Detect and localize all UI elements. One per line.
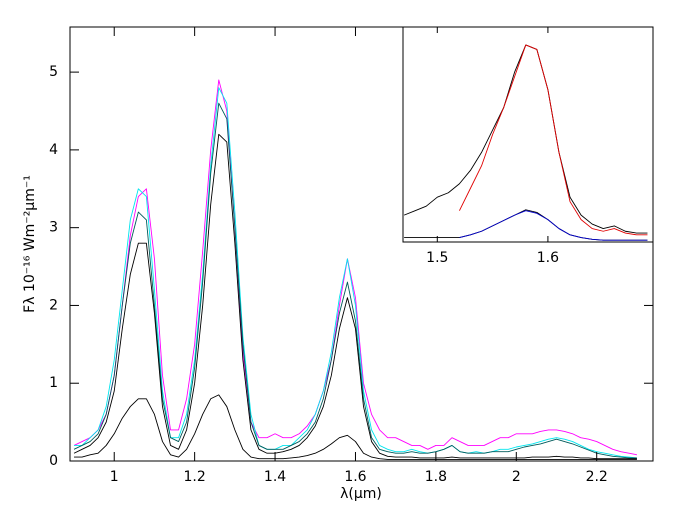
x-tick-label: 1.4 xyxy=(264,469,286,485)
series-line xyxy=(73,102,637,459)
axes-frame xyxy=(69,26,654,462)
plot-area xyxy=(403,44,648,241)
y-tick-label: 3 xyxy=(49,220,58,236)
x-tick-label: 1.6 xyxy=(537,250,559,266)
plot-area xyxy=(73,79,638,460)
y-tick-label: 4 xyxy=(49,142,58,158)
x-tick-label: 2.2 xyxy=(586,469,608,485)
y-axis-label: Fλ 10⁻¹⁶ Wm⁻²μm⁻¹ xyxy=(22,175,38,313)
x-tick-label: 1.8 xyxy=(425,469,447,485)
series-line xyxy=(459,210,648,241)
x-tick-label: 1.2 xyxy=(184,469,206,485)
series-line xyxy=(73,79,638,456)
x-tick-label: 1 xyxy=(110,469,119,485)
plot-background xyxy=(403,27,653,242)
x-tick-label: 1.6 xyxy=(344,469,366,485)
series-line xyxy=(459,44,648,236)
series-line xyxy=(74,394,637,460)
x-tick-label: 2 xyxy=(512,469,521,485)
y-tick-label: 0 xyxy=(49,453,58,469)
x-axis-label: λ(μm) xyxy=(340,486,382,502)
series-line xyxy=(74,87,637,459)
series-line xyxy=(73,133,637,460)
x-tick-label: 1.5 xyxy=(426,250,448,266)
y-tick-label: 2 xyxy=(49,297,58,313)
axes-frame xyxy=(402,26,654,243)
y-tick-label: 5 xyxy=(49,64,58,80)
y-tick-label: 1 xyxy=(49,375,58,391)
